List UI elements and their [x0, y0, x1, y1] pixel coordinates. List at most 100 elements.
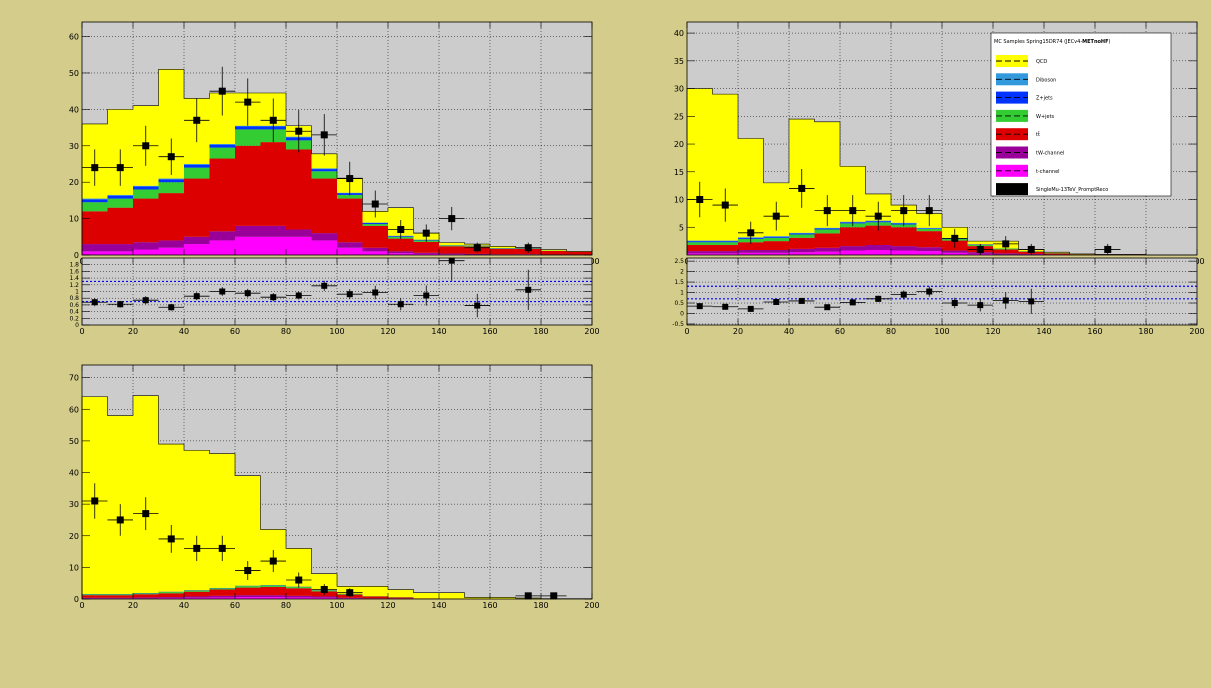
bar-QCD-bin-9	[311, 153, 337, 169]
y-tick-label: 2	[680, 269, 684, 276]
data-point	[167, 153, 175, 161]
y-tick-label: 1	[75, 289, 79, 296]
data-point	[1002, 240, 1010, 248]
data-point	[849, 207, 857, 215]
bar-tW-channel-bin-0	[82, 597, 108, 599]
bar-t-channel-bin-5	[209, 597, 235, 599]
ratio-point	[117, 301, 124, 308]
data-point	[193, 544, 201, 552]
bar-t-channel-bin-4	[184, 597, 210, 599]
legend-entry-tW-channel: tW-channel	[996, 146, 1064, 159]
bar-t-channel-bin-4	[789, 252, 815, 255]
y-tick-label: 0.5	[674, 300, 684, 307]
bar-tW-channel-bin-5	[209, 595, 235, 598]
bar-W+jets-bin-3	[763, 237, 789, 242]
data-point	[721, 201, 729, 209]
bar-ttbar-bin-2	[133, 594, 159, 598]
data-point	[524, 244, 532, 252]
ratio-point	[1002, 297, 1009, 304]
data-point	[925, 207, 933, 215]
bar-Z+jets-bin-9	[311, 169, 337, 172]
bar-t-channel-bin-1	[107, 251, 133, 255]
bar-Z+jets-bin-2	[133, 186, 159, 190]
x-tick-label: 160	[482, 327, 497, 336]
bar-Z+jets-bin-0	[82, 199, 108, 203]
legend-label: t-channel	[1036, 169, 1060, 175]
y-tick-label: 0.8	[69, 295, 79, 302]
legend-label: tt̄	[1036, 131, 1040, 138]
bar-Z+jets-bin-0	[687, 241, 713, 243]
ratio-point	[91, 299, 98, 306]
bar-W+jets-bin-3	[158, 592, 184, 594]
y-tick-label: 0	[75, 322, 79, 329]
bar-tW-channel-bin-11	[362, 247, 388, 252]
x-tick-label: 80	[281, 327, 291, 336]
ratio-point	[346, 291, 353, 298]
bar-tW-channel-bin-1	[107, 597, 133, 599]
bar-t-channel-bin-7	[260, 236, 286, 255]
ratio-point	[951, 300, 958, 307]
bar-QCD-bin-12	[388, 589, 414, 598]
bar-t-channel-bin-5	[814, 251, 840, 255]
bar-t-channel-bin-6	[235, 597, 261, 599]
ratio-point	[295, 292, 302, 299]
bar-QCD-bin-11	[967, 241, 993, 245]
bar-tW-channel-bin-3	[158, 240, 184, 248]
bar-QCD-bin-15	[464, 597, 490, 599]
legend-entry-data: SingleMu-13TeV_PromptReco	[996, 183, 1108, 196]
y-tick-label: 20	[674, 140, 684, 149]
bar-Z+jets-bin-5	[209, 144, 235, 148]
bar-Diboson-bin-3	[763, 236, 789, 237]
data-point	[91, 497, 99, 505]
data-point	[798, 184, 806, 192]
bar-t-channel-bin-11	[362, 251, 388, 255]
x-tick-label: 40	[179, 601, 189, 610]
bar-QCD-bin-18	[541, 249, 567, 251]
bar-tW-channel-bin-7	[260, 595, 286, 598]
bar-ttbar-bin-18	[541, 250, 567, 255]
data-point	[874, 212, 882, 220]
bar-t-channel-bin-1	[712, 253, 738, 255]
legend-swatch	[996, 183, 1028, 196]
x-tick-label: 120	[985, 327, 1000, 336]
bar-ttbar-bin-1	[107, 595, 133, 598]
legend-label: SingleMu-13TeV_PromptReco	[1036, 187, 1108, 193]
x-tick-label: 200	[584, 601, 599, 610]
bar-W+jets-bin-14	[439, 245, 465, 247]
y-tick-label: 0	[680, 310, 684, 317]
y-tick-label: 40	[69, 105, 79, 114]
bar-Z+jets-bin-1	[712, 241, 738, 243]
bar-W+jets-bin-1	[107, 594, 133, 596]
x-tick-label: 80	[886, 327, 896, 336]
data-point	[823, 207, 831, 215]
bar-t-channel-bin-7	[260, 597, 286, 599]
ratio-point	[270, 294, 277, 301]
bar-Diboson-bin-4	[789, 232, 815, 234]
bar-Diboson-bin-1	[712, 240, 738, 242]
legend: MC Samples Spring15DR74 (JECv4-METnoHF) …	[990, 32, 1172, 197]
bar-tW-channel-bin-0	[82, 244, 108, 252]
bar-tW-channel-bin-4	[789, 248, 815, 253]
x-tick-label: 140	[431, 601, 446, 610]
y-tick-label: 50	[69, 69, 79, 78]
bar-ttbar-bin-13	[413, 241, 439, 253]
bar-tW-channel-bin-6	[235, 595, 261, 598]
x-tick-label: 180	[533, 327, 548, 336]
bar-ttbar-bin-2	[133, 198, 159, 243]
bar-W+jets-bin-0	[82, 594, 108, 596]
bar-Z+jets-bin-6	[235, 126, 261, 130]
bar-ttbar-bin-10	[337, 198, 363, 243]
y-tick-label: 0.4	[69, 309, 79, 316]
x-tick-label: 60	[230, 327, 240, 336]
bar-W+jets-bin-10	[337, 194, 363, 199]
bar-W+jets-bin-2	[133, 189, 159, 199]
ratio-point	[824, 304, 831, 311]
bar-QCD-bin-9	[311, 573, 337, 591]
bar-t-channel-bin-3	[158, 247, 184, 255]
data-point	[900, 207, 908, 215]
bar-t-channel-bin-8	[286, 236, 312, 255]
legend-entry-t-channel: t-channel	[996, 164, 1060, 177]
x-tick-label: 100	[934, 327, 949, 336]
ratio-point	[448, 257, 455, 264]
bar-ttbar-bin-4	[789, 237, 815, 249]
